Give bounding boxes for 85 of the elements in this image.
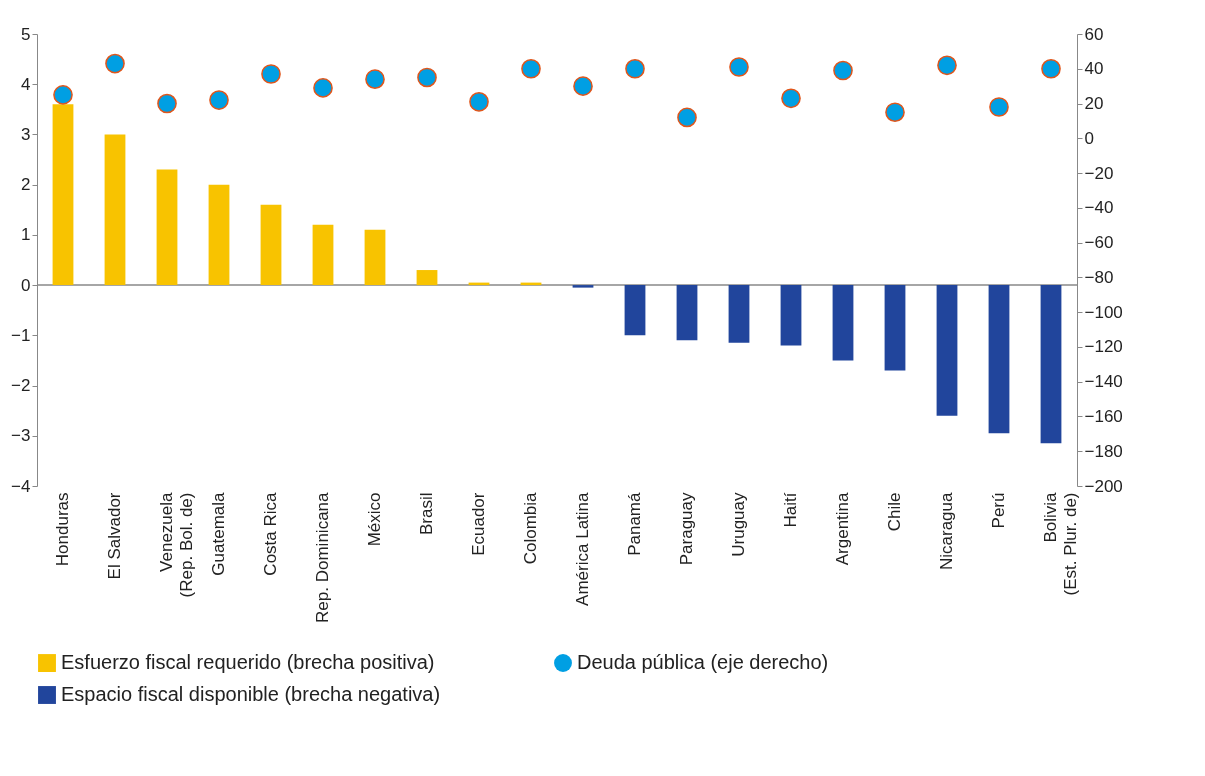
bar: [780, 285, 802, 346]
bar: [312, 224, 334, 286]
x-tick-label: Honduras: [53, 492, 72, 567]
y-tick-label: 0: [21, 275, 31, 295]
y2-tick-label: 0: [1084, 128, 1094, 148]
y2-tick-label: −180: [1084, 441, 1123, 461]
point: [677, 107, 697, 128]
y2-tick-label: −80: [1084, 267, 1114, 287]
point: [209, 90, 229, 110]
y2-tick-label: −20: [1084, 163, 1114, 183]
y-tick-label: 1: [21, 225, 31, 245]
bar: [676, 285, 698, 341]
x-tick-label: Panamá: [625, 491, 644, 556]
x-tick-label: México: [365, 492, 384, 547]
y-tick-label: 5: [21, 24, 31, 44]
bar: [208, 184, 230, 286]
x-tick-label: Brasil: [417, 492, 436, 536]
y2-tick-label: 60: [1084, 24, 1104, 44]
point: [625, 58, 645, 79]
y-tick-label: −4: [11, 476, 31, 496]
x-tick-label: Uruguay: [729, 492, 748, 557]
point: [469, 91, 489, 112]
point: [521, 58, 541, 79]
x-tick-label: Perú: [989, 492, 1008, 529]
bar: [884, 285, 906, 371]
bar: [260, 204, 282, 286]
y2-tick-label: 40: [1084, 59, 1104, 79]
x-tick-label: Guatemala: [209, 491, 228, 576]
y2-tick-label: −100: [1084, 302, 1123, 322]
x-tick-label: Nicaragua: [937, 491, 956, 570]
bar: [156, 169, 178, 286]
y2-tick-label: −140: [1084, 372, 1123, 392]
point: [313, 78, 333, 98]
point: [157, 93, 177, 114]
point: [833, 60, 853, 81]
y-tick-label: 2: [21, 175, 31, 195]
x-tick-label: Argentina: [833, 491, 852, 566]
x-tick-label: Bolivia (Est. Plur. de): [1041, 491, 1080, 596]
bar: [104, 134, 126, 286]
point: [53, 85, 73, 105]
x-tick-label: Rep. Dominicana: [313, 491, 332, 623]
point: [261, 64, 281, 84]
point: [365, 69, 385, 90]
bar: [52, 104, 74, 286]
x-tick-label: América Latina: [573, 491, 592, 606]
point: [781, 88, 801, 109]
y-tick-label: −2: [11, 376, 31, 396]
point: [573, 76, 593, 96]
x-tick-label: Ecuador: [469, 492, 488, 556]
bar: [364, 229, 386, 286]
point: [417, 67, 437, 88]
y-tick-label: 3: [21, 124, 31, 144]
y-tick-label: −1: [11, 325, 31, 345]
y2-tick-label: −40: [1084, 198, 1114, 218]
bar: [832, 285, 854, 361]
bar: [988, 285, 1010, 434]
legend-label: Esfuerzo fiscal requerido (brecha positiva): [61, 651, 435, 674]
x-tick-label: El Salvador: [105, 492, 124, 580]
x-tick-label: Paraguay: [677, 492, 696, 566]
bar: [624, 285, 646, 336]
point: [885, 102, 905, 123]
bar: [416, 270, 438, 286]
x-tick-label: Haití: [781, 492, 800, 528]
legend-label: Espacio fiscal disponible (brecha negativa): [61, 683, 441, 705]
point: [1041, 58, 1061, 79]
point: [105, 53, 125, 74]
point: [989, 97, 1009, 117]
bar: [572, 285, 594, 288]
bar: [1040, 285, 1062, 444]
y2-tick-label: −200: [1084, 476, 1123, 496]
y-tick-label: 4: [21, 74, 31, 94]
x-tick-label: Chile: [885, 492, 904, 532]
point: [729, 57, 749, 77]
x-tick-label: Costa Rica: [261, 491, 280, 576]
x-tick-label: Venezuela (Rep. Bol. de): [157, 491, 196, 598]
y2-tick-label: −120: [1084, 337, 1123, 357]
legend-label: Deuda pública (eje derecho): [577, 651, 829, 674]
y2-tick-label: 20: [1084, 94, 1104, 114]
y-tick-label: −3: [11, 426, 31, 446]
x-tick-label: Colombia: [521, 491, 540, 565]
bar: [936, 285, 958, 416]
bar: [728, 285, 750, 343]
y2-tick-label: −160: [1084, 406, 1123, 426]
point: [937, 55, 957, 76]
y2-tick-label: −60: [1084, 233, 1114, 253]
